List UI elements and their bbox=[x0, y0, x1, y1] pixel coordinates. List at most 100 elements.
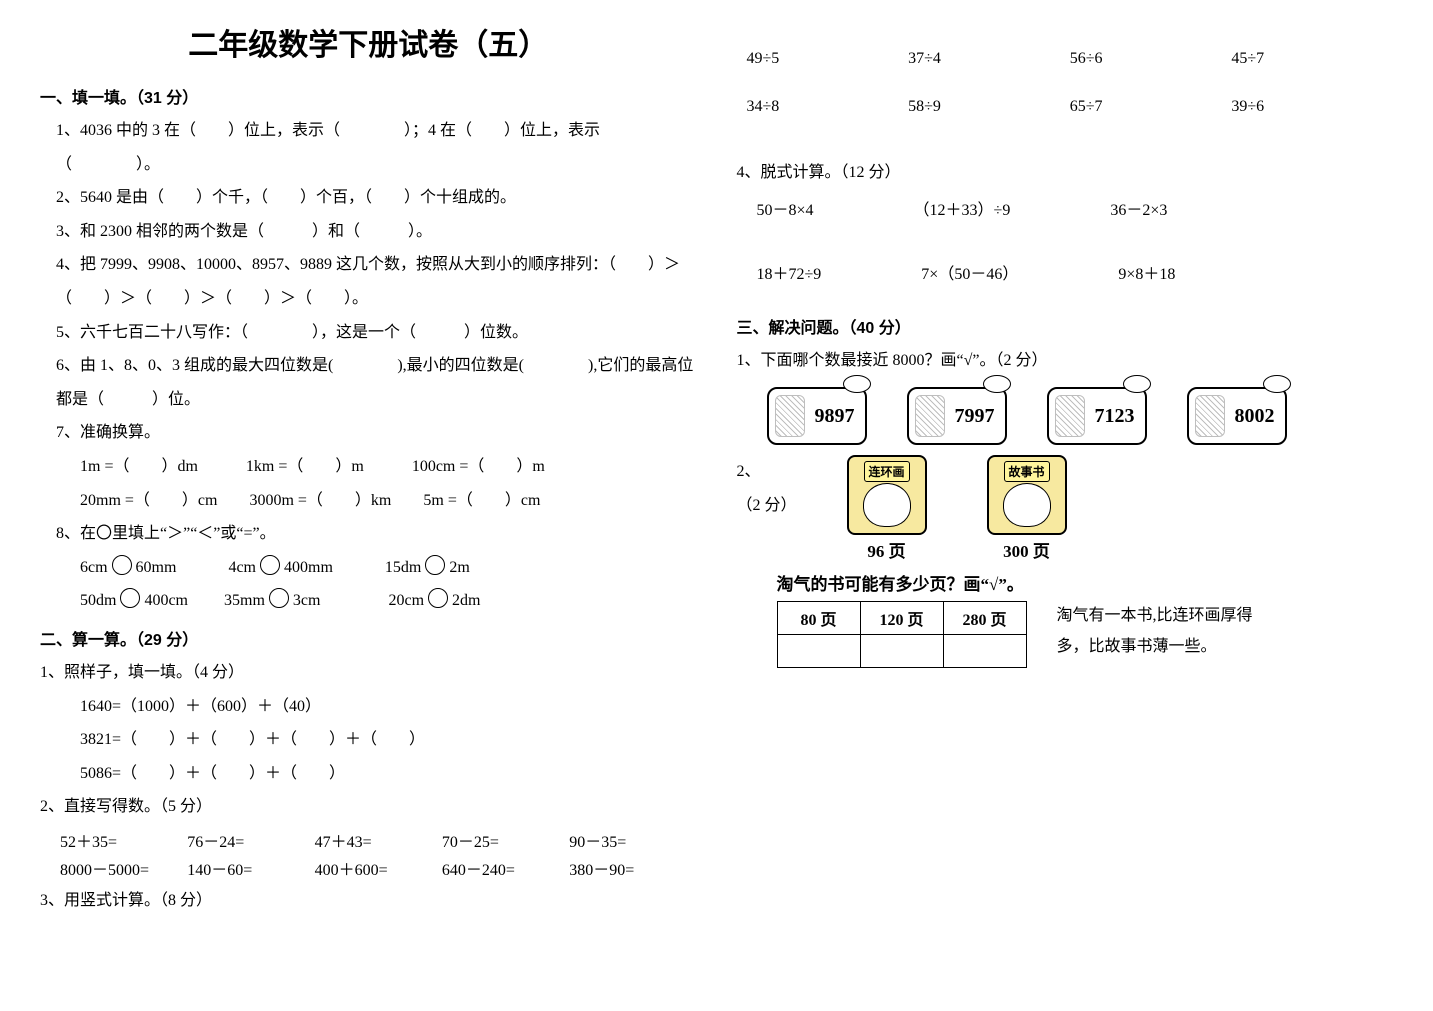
expr: 45÷7 bbox=[1231, 50, 1393, 68]
section1-head: 一、填一填。（31 分） bbox=[40, 84, 697, 108]
books-row: 连环画 96 页 故事书 300 页 bbox=[847, 455, 1067, 562]
q1-5: 5、六千七百二十八写作：（ ），这是一个（ ）位数。 bbox=[40, 316, 697, 350]
expr: 640－240= bbox=[442, 856, 569, 880]
cmp-l: 35mm bbox=[224, 592, 265, 609]
expr: 50－8×4 bbox=[757, 196, 814, 220]
book-tag: 连环画 bbox=[864, 461, 910, 482]
card: 8002 bbox=[1187, 387, 1287, 445]
q1-7a: 1m =（ ）dm 1km =（ ）m 100cm =（ ）m bbox=[40, 450, 697, 484]
circle-blank bbox=[260, 555, 280, 575]
card: 7997 bbox=[907, 387, 1007, 445]
expr: 9×8＋18 bbox=[1118, 260, 1175, 284]
card-value: 7123 bbox=[1095, 405, 1135, 428]
circle-blank bbox=[425, 555, 445, 575]
expr: 49÷5 bbox=[747, 50, 909, 68]
mental-row2: 8000－5000= 140－60= 400＋600= 640－240= 380… bbox=[60, 856, 697, 880]
book-icon: 连环画 bbox=[847, 455, 927, 535]
expr-row1: 50－8×4 （12＋33）÷9 36－2×3 bbox=[757, 196, 1394, 220]
expr: 7×（50－46） bbox=[921, 260, 1018, 284]
expr: 39÷6 bbox=[1231, 98, 1393, 116]
q1-4: 4、把 7999、9908、10000、8957、9889 这几个数，按照从大到… bbox=[40, 248, 697, 315]
q1-8: 8、在〇里填上“＞”“＜”或“=”。 bbox=[40, 517, 697, 551]
q1-7b: 20mm =（ ）cm 3000m =（ ）km 5m =（ ）cm bbox=[40, 484, 697, 518]
expr: 400＋600= bbox=[315, 856, 442, 880]
cmp-l: 4cm bbox=[228, 559, 256, 576]
cmp-r: 400cm bbox=[144, 592, 188, 609]
cmp-l: 20cm bbox=[388, 592, 424, 609]
expr: 18＋72÷9 bbox=[757, 260, 822, 284]
number-cards: 9897 7997 7123 8002 bbox=[767, 387, 1394, 445]
expr: （12＋33）÷9 bbox=[914, 196, 1011, 220]
q1-1: 1、4036 中的 3 在（ ）位上，表示（ ）；4 在（ ）位上，表示（ ）。 bbox=[40, 114, 697, 181]
q2-1a: 1640=（1000）＋（600）＋（40） bbox=[40, 690, 697, 724]
q1-6: 6、由 1、8、0、3 组成的最大四位数是( ),最小的四位数是( ),它们的最… bbox=[40, 349, 697, 416]
card-value: 9897 bbox=[815, 405, 855, 428]
expr: 380－90= bbox=[569, 856, 696, 880]
expr: 8000－5000= bbox=[60, 856, 187, 880]
q2-1: 1、照样子，填一填。（4 分） bbox=[40, 656, 697, 690]
q1-3: 3、和 2300 相邻的两个数是（ ）和（ ）。 bbox=[40, 215, 697, 249]
expr: 58÷9 bbox=[908, 98, 1070, 116]
expr: 56÷6 bbox=[1070, 50, 1232, 68]
q2-3: 3、用竖式计算。（8 分） bbox=[40, 884, 697, 918]
circle-blank bbox=[428, 588, 448, 608]
circle-blank bbox=[120, 588, 140, 608]
opt-blank bbox=[777, 635, 860, 668]
q3-2-pts: （2 分） bbox=[737, 489, 797, 523]
cmp-l: 15dm bbox=[385, 559, 421, 576]
book-pages: 300 页 bbox=[987, 537, 1067, 562]
book-pages: 96 页 bbox=[847, 537, 927, 562]
opt: 120 页 bbox=[860, 602, 943, 635]
section3-head: 三、解决问题。（40 分） bbox=[737, 314, 1394, 338]
cmp-r: 2m bbox=[449, 559, 469, 576]
card: 7123 bbox=[1047, 387, 1147, 445]
expr: 47＋43= bbox=[315, 828, 442, 852]
card-value: 7997 bbox=[955, 405, 995, 428]
expr: 34÷8 bbox=[747, 98, 909, 116]
expr: 90－35= bbox=[569, 828, 696, 852]
vertical-row1: 49÷5 37÷4 56÷6 45÷7 bbox=[747, 50, 1394, 68]
expr: 37÷4 bbox=[908, 50, 1070, 68]
cmp-r: 60mm bbox=[136, 559, 177, 576]
q3-1: 1、下面哪个数最接近 8000？画“√”。（2 分） bbox=[737, 344, 1394, 378]
cmp-r: 3cm bbox=[293, 592, 321, 609]
opt: 80 页 bbox=[777, 602, 860, 635]
answer-table: 80 页 120 页 280 页 bbox=[777, 601, 1027, 668]
vertical-row2: 34÷8 58÷9 65÷7 39÷6 bbox=[747, 98, 1394, 116]
exam-title: 二年级数学下册试卷（五） bbox=[40, 20, 697, 64]
opt-blank bbox=[943, 635, 1026, 668]
expr: 36－2×3 bbox=[1110, 196, 1167, 220]
q1-7: 7、准确换算。 bbox=[40, 416, 697, 450]
q1-8-row2: 50dm400cm 35mm3cm 20cm2dm bbox=[40, 584, 697, 618]
book-comic: 连环画 96 页 bbox=[847, 455, 927, 562]
book-icon: 故事书 bbox=[987, 455, 1067, 535]
cmp-l: 6cm bbox=[80, 559, 108, 576]
expr: 76－24= bbox=[187, 828, 314, 852]
expr: 70－25= bbox=[442, 828, 569, 852]
expr: 52＋35= bbox=[60, 828, 187, 852]
expr: 65÷7 bbox=[1070, 98, 1232, 116]
expr-row2: 18＋72÷9 7×（50－46） 9×8＋18 bbox=[757, 260, 1394, 284]
cmp-r: 2dm bbox=[452, 592, 480, 609]
section2-head: 二、算一算。（29 分） bbox=[40, 626, 697, 650]
card-value: 8002 bbox=[1235, 405, 1275, 428]
q3-2-num: 2、 bbox=[737, 455, 797, 489]
circle-blank bbox=[112, 555, 132, 575]
book-story: 故事书 300 页 bbox=[987, 455, 1067, 562]
opt: 280 页 bbox=[943, 602, 1026, 635]
q2-1c: 5086=（ ）＋（ ）＋（ ） bbox=[40, 757, 697, 791]
q1-8-row1: 6cm 60mm 4cm 400mm 15dm 2m bbox=[40, 551, 697, 585]
q3-2-prompt: 淘气的书可能有多少页？画“√”。 bbox=[777, 570, 1394, 595]
circle-blank bbox=[269, 588, 289, 608]
mental-row1: 52＋35= 76－24= 47＋43= 70－25= 90－35= bbox=[60, 828, 697, 852]
q2-1b: 3821=（ ）＋（ ）＋（ ）＋（ ） bbox=[40, 723, 697, 757]
card: 9897 bbox=[767, 387, 867, 445]
q2-4: 4、脱式计算。（12 分） bbox=[737, 156, 1394, 190]
q1-2: 2、5640 是由（ ）个千，（ ）个百，（ ）个十组成的。 bbox=[40, 181, 697, 215]
book-tag: 故事书 bbox=[1004, 461, 1050, 482]
expr: 140－60= bbox=[187, 856, 314, 880]
opt-blank bbox=[860, 635, 943, 668]
cmp-r: 400mm bbox=[284, 559, 333, 576]
q2-2: 2、直接写得数。（5 分） bbox=[40, 790, 697, 824]
q3-2-note: 淘气有一本书,比连环画厚得多，比故事书薄一些。 bbox=[1057, 601, 1267, 662]
